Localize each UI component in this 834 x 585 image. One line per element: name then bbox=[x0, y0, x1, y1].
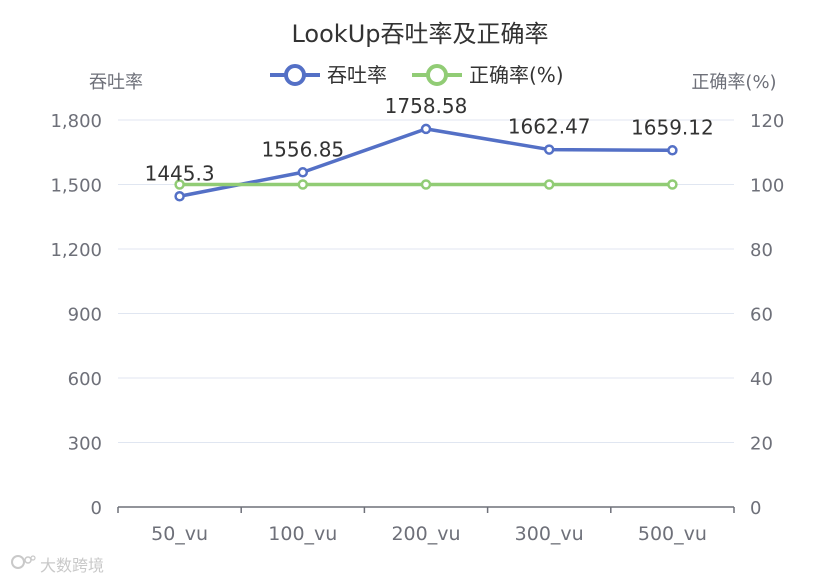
y-left-tick-label: 1,800 bbox=[50, 111, 102, 132]
watermark: 大数跨境 bbox=[10, 552, 104, 576]
data-point bbox=[297, 179, 309, 190]
data-label: 1662.47 bbox=[508, 115, 591, 139]
data-label: 1556.85 bbox=[261, 137, 344, 161]
x-tick-label: 300_vu bbox=[515, 523, 584, 545]
data-label: 1758.58 bbox=[385, 94, 468, 118]
right-axis-title: 正确率(%) bbox=[691, 72, 776, 93]
y-right-tick-label: 60 bbox=[750, 305, 773, 326]
y-left-tick-label: 300 bbox=[68, 434, 102, 455]
data-point bbox=[420, 179, 432, 190]
watermark-text: 大数跨境 bbox=[40, 556, 105, 575]
y-right-tick-label: 120 bbox=[750, 111, 784, 132]
data-point bbox=[543, 144, 555, 155]
left-axis-title: 吞吐率 bbox=[89, 72, 143, 93]
legend: 吞吐率 正确率(%) bbox=[270, 63, 564, 87]
y-right-tick-label: 20 bbox=[750, 434, 773, 455]
y-right-tick-label: 40 bbox=[750, 369, 773, 390]
legend-label-accuracy: 正确率(%) bbox=[469, 63, 564, 87]
y-right-tick-label: 0 bbox=[750, 498, 761, 519]
chart-title: LookUp吞吐率及正确率 bbox=[291, 20, 548, 48]
x-tick-label: 200_vu bbox=[391, 523, 460, 545]
legend-label-throughput: 吞吐率 bbox=[327, 63, 387, 87]
data-label: 1659.12 bbox=[631, 115, 714, 139]
data-point bbox=[667, 179, 678, 190]
data-point bbox=[420, 123, 432, 135]
data-point bbox=[543, 179, 555, 190]
data-point bbox=[174, 191, 185, 202]
data-point bbox=[297, 167, 309, 178]
logo-icon bbox=[10, 554, 36, 574]
y-left-tick-label: 600 bbox=[68, 369, 102, 390]
y-right-tick-label: 100 bbox=[750, 176, 784, 197]
y-left-tick-label: 1,200 bbox=[50, 240, 102, 261]
x-tick-label: 100_vu bbox=[268, 523, 337, 545]
series bbox=[174, 123, 678, 202]
data-labels: 1445.3 1556.85 1758.58 1662.47 1659.12 bbox=[145, 94, 714, 185]
legend-item-accuracy[interactable]: 正确率(%) bbox=[412, 63, 564, 87]
data-point bbox=[667, 145, 678, 156]
axes: 0 0 300 20 600 40 900 60 1,200 80 1,500 100 1,800 120… bbox=[50, 111, 784, 545]
y-left-tick-label: 900 bbox=[68, 305, 102, 326]
y-right-tick-label: 80 bbox=[750, 240, 773, 261]
x-tick-label: 500_vu bbox=[638, 523, 707, 545]
legend-item-throughput[interactable]: 吞吐率 bbox=[270, 63, 387, 87]
data-point bbox=[174, 179, 185, 190]
y-left-tick-label: 1,500 bbox=[50, 176, 102, 197]
x-tick-label: 50_vu bbox=[151, 523, 208, 545]
y-left-tick-label: 0 bbox=[91, 498, 102, 519]
data-label: 1445.3 bbox=[145, 161, 215, 185]
